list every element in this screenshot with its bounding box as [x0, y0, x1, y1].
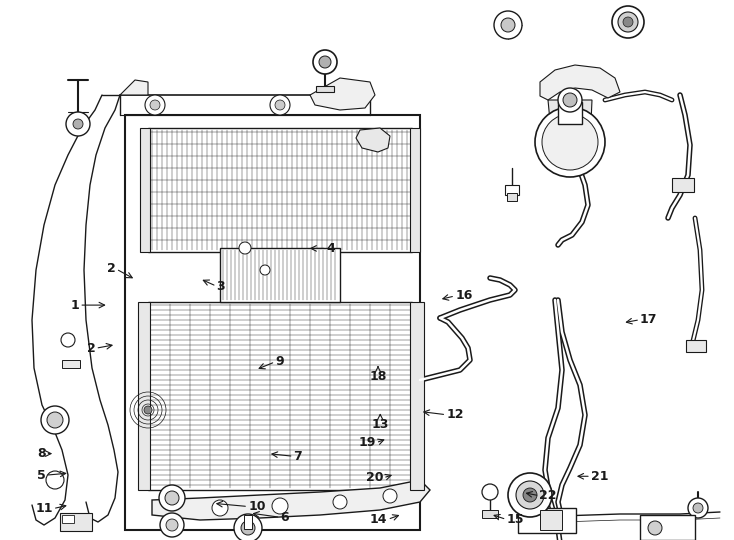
Circle shape — [159, 485, 185, 511]
Text: 5: 5 — [37, 469, 46, 482]
Circle shape — [313, 50, 337, 74]
Text: 17: 17 — [640, 313, 658, 326]
Circle shape — [61, 333, 75, 347]
Circle shape — [563, 93, 577, 107]
Circle shape — [648, 521, 662, 535]
Circle shape — [623, 17, 633, 27]
Circle shape — [383, 489, 397, 503]
Text: 10: 10 — [248, 500, 266, 513]
Text: 20: 20 — [366, 471, 383, 484]
Text: 18: 18 — [369, 370, 387, 383]
Circle shape — [212, 500, 228, 516]
Circle shape — [558, 88, 582, 112]
Bar — [410, 128, 420, 252]
Text: 12: 12 — [446, 408, 464, 421]
Text: 22: 22 — [539, 489, 557, 502]
Circle shape — [145, 95, 165, 115]
Circle shape — [494, 11, 522, 39]
Bar — [686, 340, 706, 352]
Text: 1: 1 — [70, 299, 79, 312]
Circle shape — [501, 18, 515, 32]
Circle shape — [693, 503, 703, 513]
Circle shape — [688, 498, 708, 518]
Bar — [316, 86, 334, 92]
Circle shape — [160, 513, 184, 537]
Polygon shape — [548, 100, 592, 145]
Circle shape — [319, 56, 331, 68]
Bar — [410, 302, 424, 490]
Bar — [148, 128, 412, 252]
Bar — [140, 128, 150, 252]
Bar — [244, 515, 252, 529]
Circle shape — [535, 107, 605, 177]
Bar — [540, 510, 562, 530]
Bar — [640, 515, 695, 540]
Circle shape — [618, 12, 638, 32]
Circle shape — [275, 100, 285, 110]
Circle shape — [516, 481, 544, 509]
Circle shape — [150, 100, 160, 110]
Text: 4: 4 — [327, 242, 335, 255]
Circle shape — [508, 473, 552, 517]
Bar — [505, 185, 519, 195]
Circle shape — [239, 242, 251, 254]
Circle shape — [542, 114, 598, 170]
Text: 11: 11 — [35, 502, 53, 515]
Bar — [60, 513, 92, 531]
Circle shape — [272, 498, 288, 514]
Text: 19: 19 — [358, 436, 376, 449]
Circle shape — [46, 471, 64, 489]
Polygon shape — [120, 80, 148, 95]
Bar — [125, 115, 420, 530]
Bar — [62, 515, 74, 523]
Text: 16: 16 — [455, 289, 473, 302]
Bar — [518, 508, 576, 533]
Polygon shape — [310, 78, 375, 110]
Circle shape — [165, 491, 179, 505]
Circle shape — [612, 6, 644, 38]
Text: 2: 2 — [107, 262, 116, 275]
Bar — [220, 248, 340, 302]
Circle shape — [144, 406, 152, 414]
Text: 8: 8 — [37, 447, 46, 460]
Circle shape — [482, 484, 498, 500]
Circle shape — [166, 519, 178, 531]
Bar — [558, 102, 582, 124]
Text: 3: 3 — [217, 280, 225, 293]
Text: 7: 7 — [294, 450, 302, 463]
Bar — [507, 193, 517, 201]
Polygon shape — [540, 65, 620, 100]
Circle shape — [270, 95, 290, 115]
Circle shape — [333, 495, 347, 509]
Circle shape — [73, 119, 83, 129]
Circle shape — [66, 112, 90, 136]
Polygon shape — [152, 480, 430, 520]
Text: 6: 6 — [280, 511, 289, 524]
Text: 9: 9 — [275, 355, 284, 368]
Polygon shape — [356, 128, 390, 152]
Circle shape — [241, 521, 255, 535]
Circle shape — [41, 406, 69, 434]
Circle shape — [260, 265, 270, 275]
Bar — [138, 302, 150, 490]
Bar — [482, 510, 498, 518]
Circle shape — [523, 488, 537, 502]
Bar — [148, 302, 412, 490]
Text: 2: 2 — [87, 342, 95, 355]
Circle shape — [47, 412, 63, 428]
Text: 21: 21 — [591, 470, 608, 483]
Text: 13: 13 — [371, 418, 389, 431]
Circle shape — [234, 514, 262, 540]
Text: 14: 14 — [370, 513, 388, 526]
Text: 15: 15 — [506, 513, 524, 526]
Bar — [62, 360, 80, 368]
Bar — [672, 178, 694, 192]
